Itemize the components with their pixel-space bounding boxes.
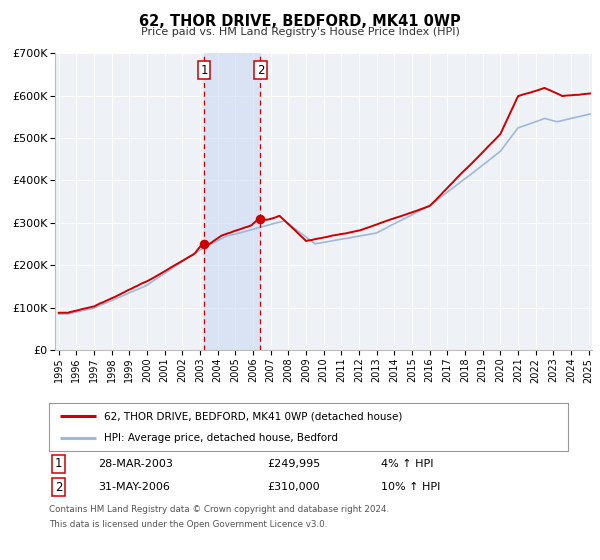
Text: 1: 1 bbox=[200, 64, 208, 77]
Text: Contains HM Land Registry data © Crown copyright and database right 2024.: Contains HM Land Registry data © Crown c… bbox=[49, 505, 389, 514]
Text: 2: 2 bbox=[257, 64, 264, 77]
Text: 62, THOR DRIVE, BEDFORD, MK41 0WP (detached house): 62, THOR DRIVE, BEDFORD, MK41 0WP (detac… bbox=[104, 411, 402, 421]
Text: 31-MAY-2006: 31-MAY-2006 bbox=[98, 482, 170, 492]
Text: £249,995: £249,995 bbox=[267, 459, 320, 469]
Text: 28-MAR-2003: 28-MAR-2003 bbox=[98, 459, 173, 469]
Bar bbox=[204, 53, 260, 350]
Text: 10% ↑ HPI: 10% ↑ HPI bbox=[382, 482, 441, 492]
Text: This data is licensed under the Open Government Licence v3.0.: This data is licensed under the Open Gov… bbox=[49, 520, 328, 529]
Text: 62, THOR DRIVE, BEDFORD, MK41 0WP: 62, THOR DRIVE, BEDFORD, MK41 0WP bbox=[139, 14, 461, 29]
Point bbox=[256, 214, 265, 223]
Text: Price paid vs. HM Land Registry's House Price Index (HPI): Price paid vs. HM Land Registry's House … bbox=[140, 27, 460, 37]
Point bbox=[199, 240, 209, 249]
Text: 4% ↑ HPI: 4% ↑ HPI bbox=[382, 459, 434, 469]
Text: 2: 2 bbox=[55, 480, 62, 494]
Text: £310,000: £310,000 bbox=[267, 482, 320, 492]
Text: HPI: Average price, detached house, Bedford: HPI: Average price, detached house, Bedf… bbox=[104, 433, 338, 443]
Text: 1: 1 bbox=[55, 457, 62, 470]
